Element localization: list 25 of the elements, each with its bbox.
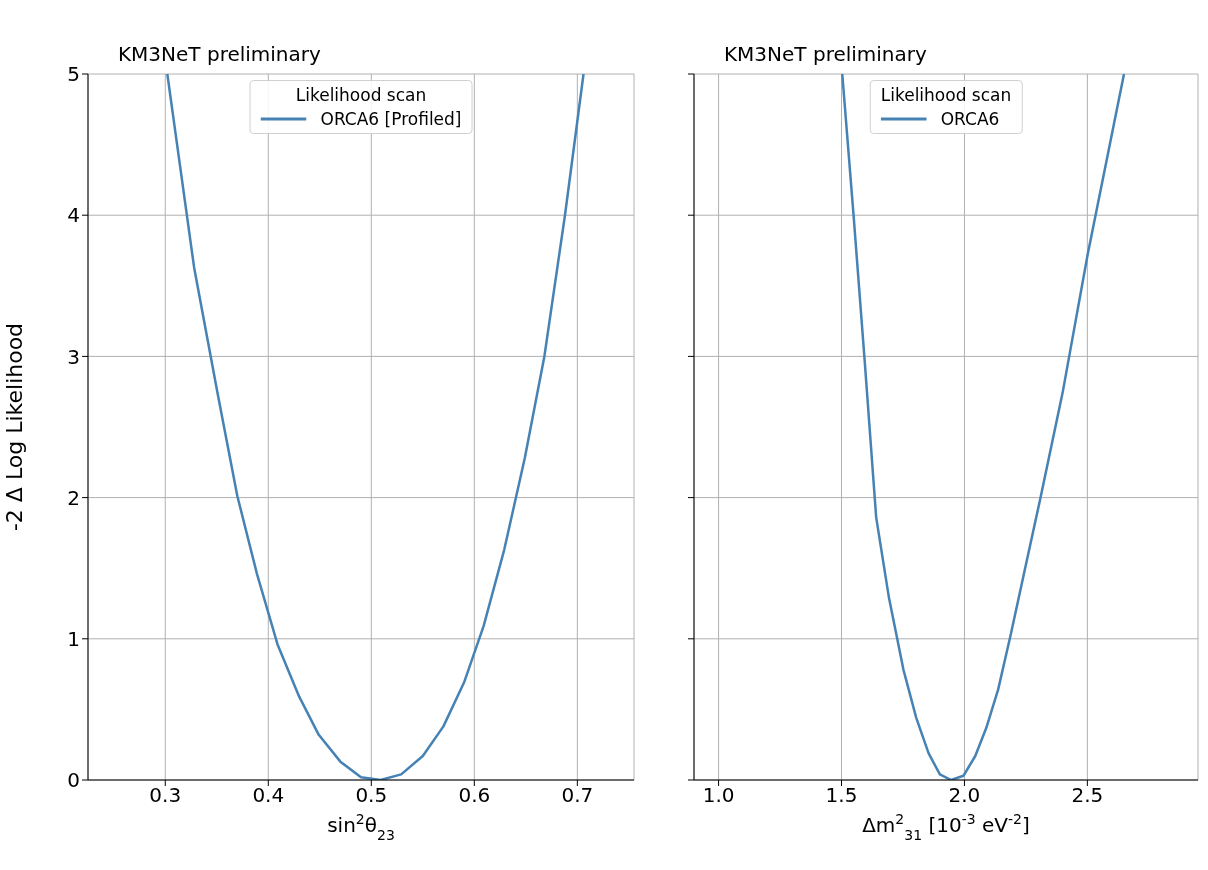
y-tick-label: 5 (67, 62, 80, 87)
x-axis-title: sin$^{2}$θ$_{23}$ (327, 811, 395, 843)
x-tick-label: 1.0 (702, 783, 735, 808)
y-axis-title: -2 Δ Log Likelihood (1, 322, 27, 532)
legend-title: Likelihood scan (880, 85, 1012, 105)
x-tick-label: 2.0 (948, 783, 981, 808)
y-tick-label: 0 (67, 768, 80, 793)
x-tick-label: 0.7 (561, 783, 594, 808)
y-tick-label: 4 (67, 203, 80, 228)
legend-label: ORCA6 [Profiled] (320, 109, 462, 129)
x-tick-label: 1.5 (825, 783, 858, 808)
x-tick-label: 0.4 (252, 783, 285, 808)
chart-title: KM3NeT preliminary (724, 42, 927, 66)
legend-label: ORCA6 (940, 109, 1000, 129)
line-series (166, 74, 585, 780)
y-tick-label: 2 (67, 485, 80, 510)
y-tick-label: 3 (67, 344, 80, 369)
x-tick-label: 2.5 (1071, 783, 1104, 808)
y-tick-label: 1 (67, 626, 80, 651)
x-tick-label: 0.5 (355, 783, 388, 808)
x-tick-label: 0.6 (458, 783, 491, 808)
x-axis-title: Δm$^{2}$$_{31}$ [10$^{-3}$ eV$^{-2}$] (862, 811, 1030, 843)
chart-title: KM3NeT preliminary (118, 42, 321, 66)
legend-title: Likelihood scan (294, 85, 428, 105)
x-tick-label: 0.3 (149, 783, 182, 808)
